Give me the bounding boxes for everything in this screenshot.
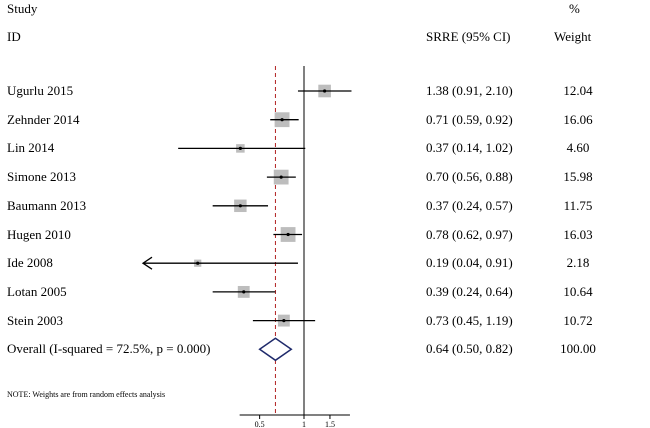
header-weight: Weight bbox=[554, 29, 592, 44]
study-estimate: 0.70 (0.56, 0.88) bbox=[426, 169, 513, 185]
header-id: ID bbox=[7, 29, 21, 44]
x-tick-label: 0.5 bbox=[255, 420, 265, 428]
point-estimate bbox=[238, 204, 242, 208]
point-estimate bbox=[323, 89, 327, 93]
study-label: Ugurlu 2015 bbox=[7, 83, 74, 98]
point-estimate bbox=[238, 146, 242, 150]
study-label: Lin 2014 bbox=[7, 140, 55, 156]
study-label: Simone 2013 bbox=[7, 169, 76, 185]
header-percent: % bbox=[569, 1, 580, 16]
overall-label: Overall (I-squared = 72.5%, p = 0.000) bbox=[7, 341, 211, 357]
overall-diamond bbox=[258, 337, 293, 362]
study-weight: 15.98 bbox=[563, 169, 593, 185]
header-estimate: SRRE (95% CI) bbox=[426, 29, 511, 44]
overall-weight: 100.00 bbox=[560, 341, 596, 357]
overall-estimate: 0.64 (0.50, 0.82) bbox=[426, 341, 513, 357]
study-estimate: 1.38 (0.91, 2.10) bbox=[426, 83, 513, 98]
x-tick-label: 1.5 bbox=[325, 420, 335, 428]
study-estimate: 0.37 (0.14, 1.02) bbox=[426, 140, 513, 156]
x-tick-label: 1 bbox=[302, 420, 306, 428]
study-estimate: 0.37 (0.24, 0.57) bbox=[426, 197, 513, 213]
study-weight: 12.04 bbox=[563, 83, 593, 98]
point-estimate bbox=[286, 232, 290, 237]
study-label: Stein 2003 bbox=[7, 312, 63, 328]
study-weight: 2.18 bbox=[566, 255, 590, 271]
study-estimate: 0.78 (0.62, 0.97) bbox=[426, 226, 513, 242]
study-label: Baumann 2013 bbox=[7, 197, 87, 213]
study-label: Zehnder 2014 bbox=[7, 111, 80, 127]
study-estimate: 0.39 (0.24, 0.64) bbox=[426, 283, 513, 299]
point-estimate bbox=[196, 261, 200, 265]
point-estimate bbox=[282, 319, 286, 323]
study-estimate: 0.73 (0.45, 1.19) bbox=[426, 312, 513, 328]
point-estimate bbox=[279, 175, 283, 179]
footnote: NOTE: Weights are from random effects an… bbox=[7, 390, 166, 399]
study-estimate: 0.71 (0.59, 0.92) bbox=[426, 111, 513, 127]
study-weight: 10.72 bbox=[563, 312, 593, 328]
ci-arrow-left bbox=[141, 256, 153, 270]
study-estimate: 0.19 (0.04, 0.91) bbox=[426, 255, 513, 271]
study-label: Lotan 2005 bbox=[7, 283, 67, 299]
study-label: Hugen 2010 bbox=[7, 226, 71, 242]
study-weight: 11.75 bbox=[563, 197, 593, 213]
study-weight: 16.03 bbox=[563, 226, 593, 242]
study-weight: 10.64 bbox=[563, 283, 593, 299]
header-study: Study bbox=[7, 1, 38, 16]
point-estimate bbox=[242, 290, 246, 294]
point-estimate bbox=[280, 118, 284, 122]
study-weight: 4.60 bbox=[566, 140, 590, 156]
study-weight: 16.06 bbox=[563, 111, 593, 127]
study-label: Ide 2008 bbox=[7, 255, 53, 271]
